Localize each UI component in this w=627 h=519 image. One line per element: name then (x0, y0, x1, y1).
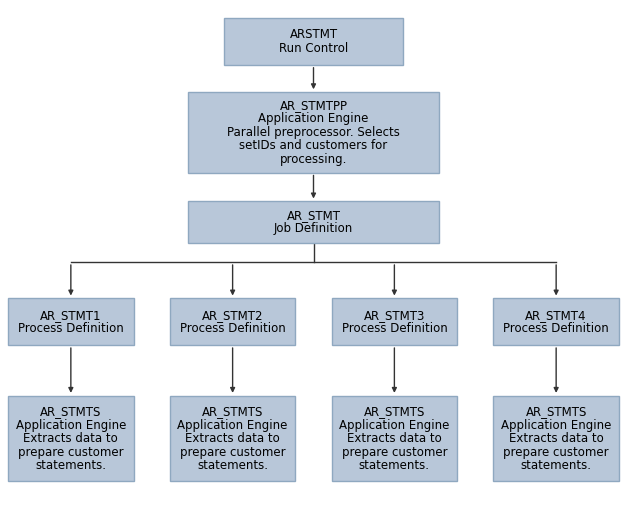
FancyBboxPatch shape (188, 201, 439, 243)
Text: AR_STMTS: AR_STMTS (364, 405, 425, 418)
Text: Extracts data to: Extracts data to (347, 432, 442, 445)
FancyBboxPatch shape (493, 395, 619, 482)
FancyBboxPatch shape (188, 92, 439, 172)
FancyBboxPatch shape (8, 395, 134, 482)
Text: statements.: statements. (35, 459, 107, 472)
Text: AR_STMTS: AR_STMTS (40, 405, 102, 418)
Text: prepare customer: prepare customer (18, 445, 124, 459)
Text: ARSTMT: ARSTMT (290, 28, 337, 42)
FancyBboxPatch shape (170, 395, 295, 482)
Text: statements.: statements. (359, 459, 430, 472)
Text: Job Definition: Job Definition (274, 222, 353, 236)
FancyBboxPatch shape (493, 298, 619, 345)
Text: statements.: statements. (520, 459, 592, 472)
Text: Process Definition: Process Definition (503, 322, 609, 335)
Text: Process Definition: Process Definition (18, 322, 124, 335)
Text: Run Control: Run Control (279, 42, 348, 55)
Text: AR_STMT4: AR_STMT4 (525, 308, 587, 322)
Text: Extracts data to: Extracts data to (508, 432, 604, 445)
Text: prepare customer: prepare customer (503, 445, 609, 459)
Text: prepare customer: prepare customer (180, 445, 285, 459)
Text: Application Engine: Application Engine (339, 418, 450, 432)
Text: AR_STMT1: AR_STMT1 (40, 308, 102, 322)
Text: Application Engine: Application Engine (501, 418, 611, 432)
Text: Extracts data to: Extracts data to (185, 432, 280, 445)
Text: Application Engine: Application Engine (177, 418, 288, 432)
Text: prepare customer: prepare customer (342, 445, 447, 459)
Text: AR_STMTS: AR_STMTS (525, 405, 587, 418)
Text: processing.: processing. (280, 153, 347, 166)
Text: Extracts data to: Extracts data to (23, 432, 119, 445)
Text: setIDs and customers for: setIDs and customers for (240, 139, 387, 153)
Text: Application Engine: Application Engine (258, 112, 369, 126)
Text: AR_STMT3: AR_STMT3 (364, 308, 425, 322)
FancyBboxPatch shape (170, 298, 295, 345)
FancyBboxPatch shape (8, 298, 134, 345)
Text: Parallel preprocessor. Selects: Parallel preprocessor. Selects (227, 126, 400, 139)
FancyBboxPatch shape (224, 18, 403, 65)
FancyBboxPatch shape (332, 298, 457, 345)
Text: AR_STMTS: AR_STMTS (202, 405, 263, 418)
Text: Process Definition: Process Definition (342, 322, 447, 335)
Text: AR_STMTPP: AR_STMTPP (280, 99, 347, 112)
Text: statements.: statements. (197, 459, 268, 472)
Text: AR_STMT2: AR_STMT2 (202, 308, 263, 322)
Text: AR_STMT: AR_STMT (287, 209, 340, 222)
Text: Application Engine: Application Engine (16, 418, 126, 432)
Text: Process Definition: Process Definition (180, 322, 285, 335)
FancyBboxPatch shape (332, 395, 457, 482)
